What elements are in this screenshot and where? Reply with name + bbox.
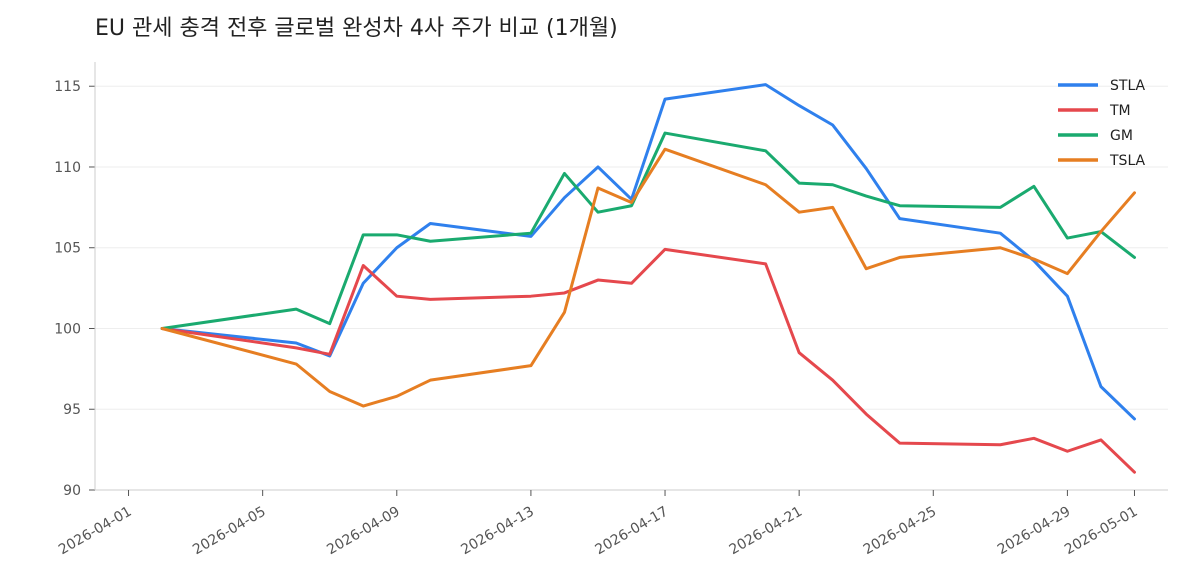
legend-label-stla: STLA xyxy=(1110,78,1146,94)
series-layer xyxy=(160,83,1136,474)
x-tick-label: 2026-04-01 xyxy=(56,504,134,559)
x-tick-label: 2026-04-13 xyxy=(458,504,536,559)
x-tick-label: 2026-04-21 xyxy=(727,504,805,559)
y-tick-label: 105 xyxy=(54,241,81,257)
y-tick-label: 95 xyxy=(63,402,81,418)
axes-layer: 90 95 100 105 110 115 2026-04-01 2026-04-05 2026… xyxy=(54,62,1168,558)
x-tick-label: 2026-04-17 xyxy=(593,504,671,559)
x-tick-label: 2026-04-09 xyxy=(324,504,402,559)
x-tick-label: 2026-04-29 xyxy=(995,504,1073,559)
series-line-gm xyxy=(160,131,1136,330)
legend-label-tsla: TSLA xyxy=(1109,153,1146,169)
legend-label-tm: TM xyxy=(1109,103,1131,119)
x-tick-label: 2026-04-25 xyxy=(861,504,939,559)
series-line-stla xyxy=(160,83,1136,421)
grid-layer xyxy=(95,85,1168,491)
series-line-tsla xyxy=(160,147,1136,408)
chart-title: EU 관세 충격 전후 글로벌 완성차 4사 주가 비교 (1개월) xyxy=(95,16,618,41)
legend-label-gm: GM xyxy=(1110,128,1133,144)
y-tick-label: 90 xyxy=(63,483,81,499)
x-tick-label: 2026-04-05 xyxy=(190,504,268,559)
y-tick-label: 115 xyxy=(54,79,81,95)
legend: STLA TM GM TSLA xyxy=(1058,78,1146,169)
y-tick-label: 100 xyxy=(54,321,81,337)
series-line-tm xyxy=(160,247,1136,474)
x-tick-label: 2026-05-01 xyxy=(1062,504,1140,559)
y-tick-label: 110 xyxy=(54,160,81,176)
